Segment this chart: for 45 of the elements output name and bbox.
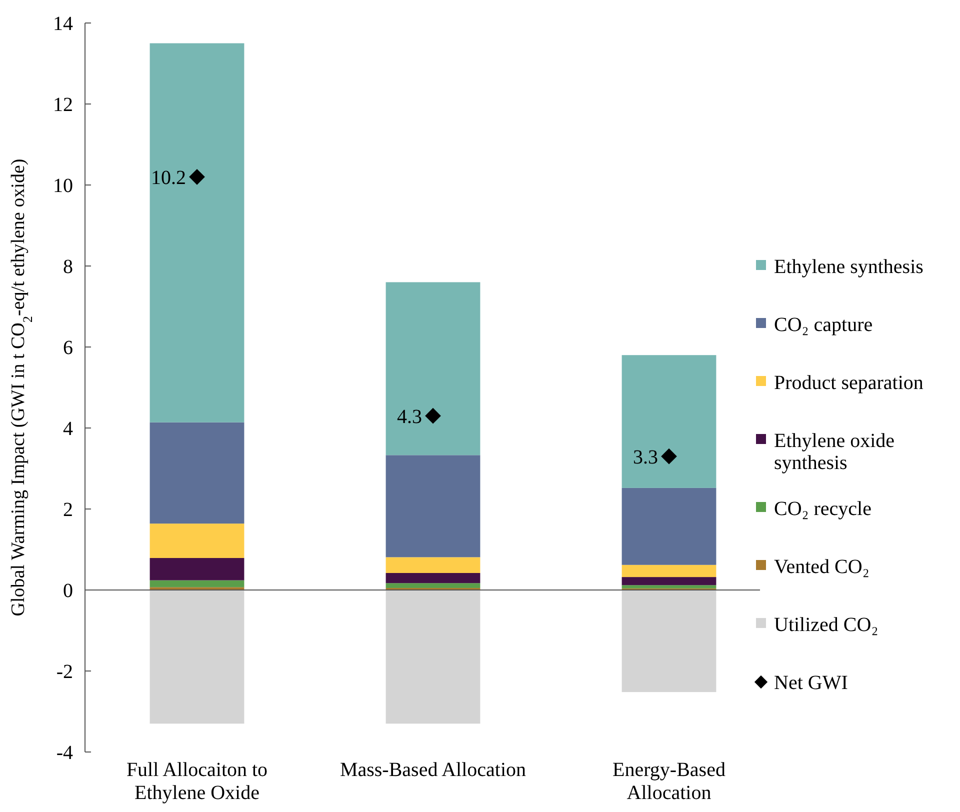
- bar: [386, 557, 480, 573]
- y-tick-label: 2: [63, 499, 73, 521]
- point: [425, 408, 441, 424]
- legend-label: CO₂ recycle: [774, 498, 872, 520]
- legend-label: Utilized CO₂: [774, 614, 878, 636]
- bar: [150, 422, 244, 524]
- bar: [622, 355, 716, 488]
- data-label: 3.3: [633, 446, 658, 468]
- bar: [386, 572, 480, 584]
- point: [189, 168, 205, 185]
- point: [661, 448, 677, 464]
- legend-label: Net GWI: [774, 672, 848, 694]
- bar: [622, 488, 716, 565]
- bar: [150, 524, 244, 558]
- data-label: 4.3: [397, 406, 422, 428]
- bar: [150, 590, 244, 724]
- y-tick-label: 4: [63, 418, 73, 440]
- bar: [622, 564, 716, 578]
- bar: [150, 558, 244, 580]
- bar: [386, 590, 480, 724]
- x-tick-label: Energy-Based Allocation: [612, 759, 726, 804]
- legend-label: Ethylene synthesis: [774, 256, 924, 278]
- bar: [622, 590, 716, 692]
- bar: [622, 577, 716, 586]
- x-tick-label: Mass-Based Allocation: [340, 759, 526, 781]
- bar: [622, 585, 716, 588]
- y-tick-label: 10: [53, 175, 73, 197]
- data-label: 10.2: [151, 166, 186, 189]
- y-tick-label: 12: [53, 94, 73, 116]
- y-tick-label: -2: [56, 661, 73, 683]
- x-tick-label: Full Allocaiton to Ethylene Oxide: [126, 759, 268, 804]
- bar: [150, 580, 244, 588]
- legend-label: Vented CO₂: [774, 556, 870, 578]
- bar: [150, 43, 244, 422]
- y-tick-label: 0: [63, 580, 73, 602]
- bar: [386, 583, 480, 588]
- bar: [386, 455, 480, 558]
- bar: [386, 282, 480, 456]
- y-tick-label: 14: [53, 13, 73, 35]
- y-tick-label: 8: [63, 256, 73, 278]
- legend-label: Product separation: [774, 372, 924, 394]
- y-tick-label: 6: [63, 337, 73, 359]
- y-tick-label: -4: [56, 742, 73, 764]
- legend-label: CO₂ capture: [774, 314, 873, 336]
- legend-label: Ethylene oxide synthesis: [774, 430, 895, 474]
